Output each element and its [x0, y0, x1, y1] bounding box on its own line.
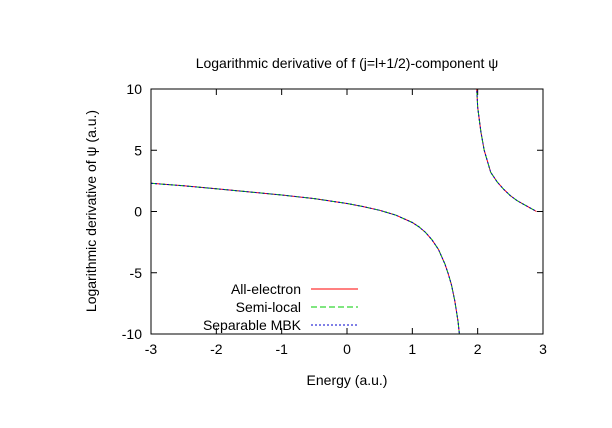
legend-label: All-electron	[231, 281, 301, 297]
x-tick-label: -1	[275, 341, 288, 357]
x-tick-label: 2	[474, 341, 482, 357]
chart-title: Logarithmic derivative of f (j=l+1/2)-co…	[196, 55, 499, 71]
series-line-2	[151, 89, 537, 334]
x-tick-label: 1	[408, 341, 416, 357]
y-tick-label: 5	[134, 142, 142, 158]
y-tick-label: -5	[130, 265, 143, 281]
y-tick-label: 0	[134, 204, 142, 220]
plot-frame	[150, 88, 544, 335]
x-tick-label: -2	[210, 341, 223, 357]
y-axis-label: Logarithmic derivative of ψ (a.u.)	[83, 110, 99, 312]
x-axis-label: Energy (a.u.)	[307, 372, 388, 388]
x-tick-label: 3	[539, 341, 547, 357]
y-tick-label: -10	[122, 326, 142, 342]
series-group	[151, 89, 537, 334]
legend-label: Separable MBK	[203, 317, 302, 333]
legend: All-electron Semi-local Separable MBK	[203, 281, 358, 333]
y-tick-label: 10	[126, 81, 142, 97]
x-tick-label: -3	[145, 341, 158, 357]
legend-label: Semi-local	[236, 299, 301, 315]
x-tick-label: 0	[343, 341, 351, 357]
